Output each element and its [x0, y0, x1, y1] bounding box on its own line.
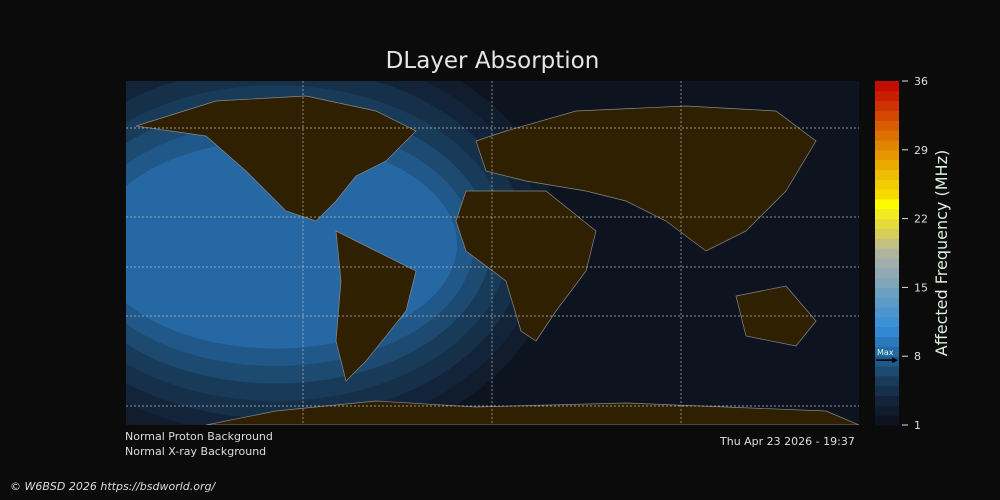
colorbar-band: [875, 159, 899, 170]
colorbar-tick-label: 29: [914, 144, 928, 157]
colorbar-band: [875, 169, 899, 180]
colorbar-band: [875, 415, 899, 426]
colorbar-tick-label: 22: [914, 213, 928, 226]
proton-status: Normal Proton Background: [125, 430, 273, 443]
colorbar-tick-label: 15: [914, 281, 928, 294]
colorbar-band: [875, 198, 899, 210]
colorbar-band: [875, 90, 899, 102]
colorbar: 36 29 22 15 8 1 Max Affected Frequency (MHz): [875, 75, 951, 432]
colorbar-band: [875, 395, 899, 406]
colorbar-band: [875, 149, 899, 161]
landmass: [475, 105, 817, 252]
colorbar-band: [875, 287, 899, 298]
colorbar-band: [875, 218, 899, 229]
landmass: [205, 400, 859, 425]
colorbar-tick-label: 8: [914, 350, 921, 363]
colorbar-band: [875, 179, 899, 190]
landmass: [455, 190, 597, 342]
colorbar-band: [875, 110, 899, 121]
copyright: © W6BSD 2026 https://bsdworld.org/: [10, 480, 216, 493]
colorbar-band: [875, 238, 899, 249]
landmass: [135, 95, 417, 222]
colorbar-band: [875, 189, 899, 200]
colorbar-band: [875, 385, 899, 397]
colorbar-band: [875, 257, 899, 269]
absorption-map: [126, 81, 859, 425]
timestamp: Thu Apr 23 2026 - 19:37: [720, 435, 855, 448]
colorbar-band: [875, 277, 899, 288]
colorbar-band: [875, 346, 899, 357]
max-marker-arrowhead: [892, 357, 898, 364]
chart-title: DLayer Absorption: [385, 48, 600, 74]
colorbar-band: [875, 120, 899, 131]
colorbar-band: [875, 228, 899, 239]
colorbar-label: Affected Frequency (MHz): [932, 150, 951, 356]
colorbar-band: [875, 336, 899, 347]
colorbar-band: [875, 297, 899, 308]
max-marker-label: Max: [877, 348, 894, 357]
colorbar-band: [875, 208, 899, 220]
colorbar-band: [875, 307, 899, 318]
colorbar-tick-label: 1: [914, 419, 921, 432]
colorbar-band: [875, 356, 899, 367]
colorbar-band: [875, 316, 899, 328]
xray-status: Normal X-ray Background: [125, 445, 267, 458]
colorbar-band: [875, 326, 899, 338]
colorbar-band: [875, 248, 899, 259]
colorbar-band: [875, 81, 899, 92]
colorbar-band: [875, 366, 899, 377]
landmass: [335, 230, 417, 382]
colorbar-tick-label: 36: [914, 75, 928, 88]
colorbar-band: [875, 405, 899, 416]
colorbar-band: [875, 100, 899, 111]
colorbar-band: [875, 267, 899, 279]
colorbar-band: [875, 375, 899, 387]
colorbar-band: [875, 130, 899, 141]
colorbar-band: [875, 139, 899, 151]
